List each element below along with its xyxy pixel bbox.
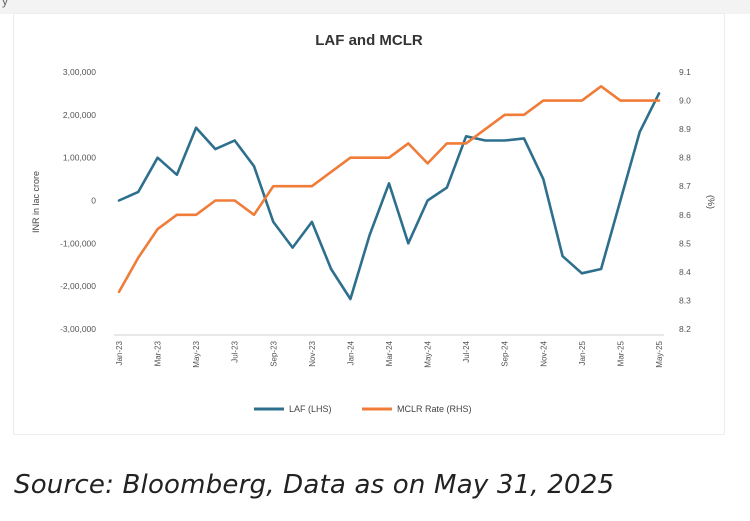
x-tick-label: May-23: [192, 340, 201, 367]
x-tick-label: Jul-24: [462, 340, 471, 362]
y2-tick-label: 8.2: [679, 324, 691, 334]
y2-axis-label: (%): [706, 195, 716, 209]
legend: LAF (LHS) MCLR Rate (RHS): [254, 404, 472, 414]
y2-tick-label: 8.7: [679, 181, 691, 191]
source-note: Source: Bloomberg, Data as on May 31, 20…: [14, 470, 615, 500]
y2-tick-label: 8.5: [679, 238, 691, 248]
y2-tick-label: 8.9: [679, 124, 691, 134]
page-header-fragment: y: [2, 0, 8, 8]
x-tick-label: Sep-24: [501, 340, 510, 366]
y2-tick-label: 8.3: [679, 295, 691, 305]
x-tick-label: May-25: [655, 340, 664, 367]
y-axis-label: INR in lac crore: [31, 171, 41, 233]
y-tick-label: 3,00,000: [63, 67, 96, 77]
x-tick-label: Jan-24: [346, 340, 355, 365]
x-tick-label: Mar-23: [154, 340, 163, 366]
y2-axis-ticks: 9.1 9.0 8.9 8.8 8.7 8.6 8.5 8.4 8.3 8.2: [679, 67, 691, 334]
y2-tick-label: 8.4: [679, 267, 691, 277]
legend-label-laf: LAF (LHS): [289, 404, 332, 414]
laf-mclr-chart: LAF and MCLR INR in lac crore (%) 3,00,0…: [31, 32, 716, 414]
y-axis-ticks: 3,00,000 2,00,000 1,00,000 0 -1,00,000 -2,00,…: [60, 67, 96, 334]
y2-tick-label: 9.1: [679, 67, 691, 77]
x-tick-label: Nov-23: [308, 340, 317, 366]
chart-title: LAF and MCLR: [315, 32, 423, 49]
y-tick-label: -2,00,000: [60, 281, 96, 291]
chart-panel: LAF and MCLR INR in lac crore (%) 3,00,0…: [14, 14, 724, 434]
mclr-line: [117, 85, 661, 294]
y2-tick-label: 8.6: [679, 210, 691, 220]
x-axis-ticks: Jan-23 Mar-23 May-23 Jul-23 Sep-23 Nov-23 Jan-…: [115, 340, 664, 367]
x-tick-label: Sep-23: [269, 340, 278, 366]
x-tick-label: Nov-24: [539, 340, 548, 366]
y-tick-label: -3,00,000: [60, 324, 96, 334]
series-layer: [117, 85, 661, 301]
top-strip: y: [0, 0, 750, 14]
legend-label-mclr: MCLR Rate (RHS): [397, 404, 472, 414]
x-tick-label: Jan-23: [115, 340, 124, 365]
y-tick-label: 0: [91, 196, 96, 206]
y-tick-label: 2,00,000: [63, 110, 96, 120]
x-tick-label: May-24: [424, 340, 433, 367]
x-tick-label: Mar-25: [616, 340, 625, 366]
x-tick-label: Jan-25: [578, 340, 587, 365]
x-tick-label: Jul-23: [231, 340, 240, 362]
y2-tick-label: 8.8: [679, 153, 691, 163]
y2-tick-label: 9.0: [679, 96, 691, 106]
y-tick-label: -1,00,000: [60, 238, 96, 248]
x-tick-label: Mar-24: [385, 340, 394, 366]
laf-line: [117, 92, 661, 301]
y-tick-label: 1,00,000: [63, 153, 96, 163]
